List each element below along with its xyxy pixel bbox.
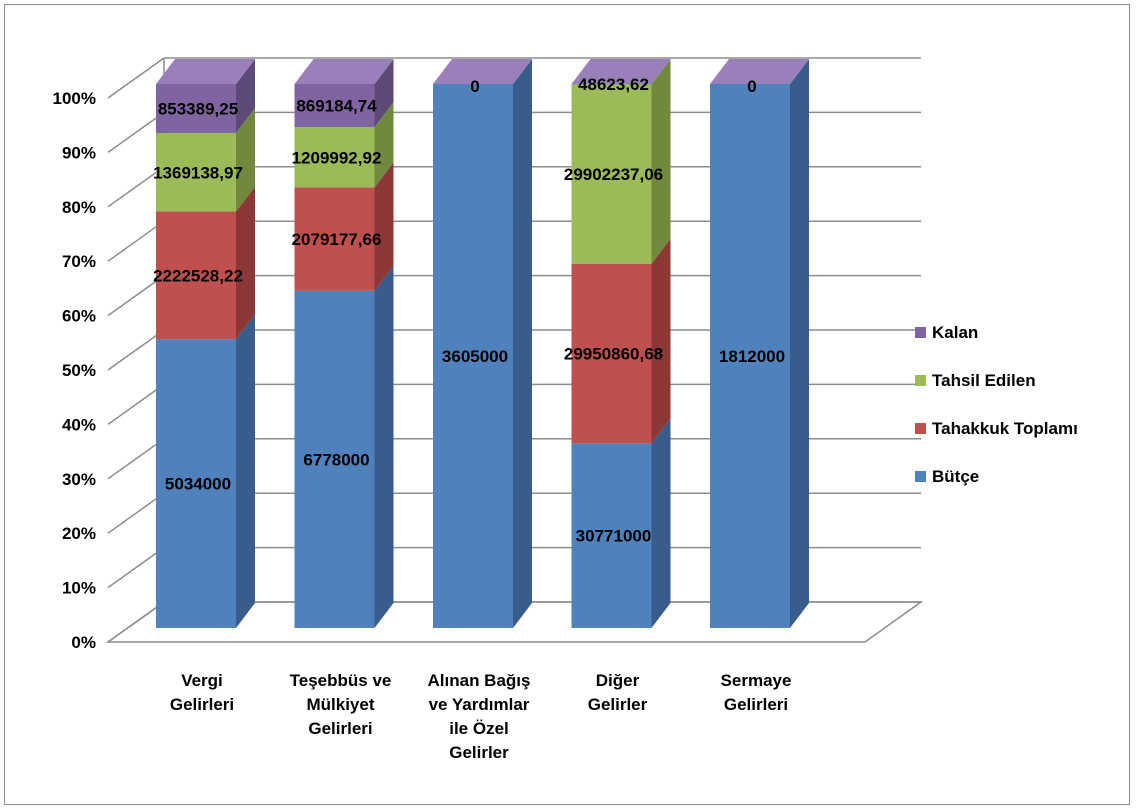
data-label: 1209992,92 — [292, 148, 382, 167]
data-label: 6778000 — [303, 450, 369, 469]
bar-segment-side — [236, 59, 255, 133]
bar-segment-side — [790, 59, 809, 628]
bar-segment-side — [651, 238, 671, 444]
data-label: 1369138,97 — [153, 163, 243, 182]
gridline-diagonal — [107, 492, 165, 534]
bar-segment — [710, 84, 790, 628]
bar-segment-side — [236, 314, 255, 628]
y-tick-label: 0% — [71, 633, 96, 652]
y-tick-label: 80% — [62, 198, 96, 217]
bar-top-cap — [710, 59, 809, 84]
legend-swatch — [915, 423, 926, 434]
bar-segment — [571, 84, 652, 264]
x-category-label: Gelirleri — [308, 719, 372, 738]
bar-segment-side — [374, 102, 394, 188]
y-axis: 0% 10% 20% 30% 40% 50% 60% 70% 80% 90% 100% — [53, 89, 96, 652]
x-category-label: Vergi — [181, 671, 223, 690]
bar-segment — [433, 84, 513, 628]
x-category-label: ile Özel — [449, 719, 509, 738]
bar-segment-side — [651, 59, 671, 85]
bar-segment — [294, 84, 375, 128]
data-label: 0 — [470, 77, 479, 96]
y-tick-label: 70% — [62, 252, 96, 271]
x-category-label: Gelirler — [588, 695, 648, 714]
data-label: 1812000 — [719, 347, 785, 366]
data-label: 2079177,66 — [292, 230, 382, 249]
data-label: 3605000 — [442, 347, 508, 366]
gridline-diagonal — [107, 57, 165, 99]
y-tick-label: 20% — [62, 524, 96, 543]
y-tick-label: 30% — [62, 470, 96, 489]
x-category-label: Alınan Bağış — [428, 671, 531, 690]
bar-top-cap — [294, 59, 394, 84]
x-category-label: Teşebbüs ve — [290, 671, 392, 690]
legend-label: Bütçe — [932, 467, 979, 486]
bar-top-cap — [571, 59, 671, 84]
gridline-diagonal — [107, 438, 165, 480]
bar-segment-side — [374, 59, 394, 128]
gridline-diagonal — [107, 166, 165, 208]
gridline-diagonal — [107, 546, 165, 589]
data-label: 0 — [747, 77, 756, 96]
gridline-diagonal — [107, 601, 165, 643]
data-label: 2222528,22 — [153, 266, 243, 285]
legend-label: Tahsil Edilen — [932, 371, 1036, 390]
x-category-label: ve Yardımlar — [429, 695, 530, 714]
bar-segment-side — [651, 418, 671, 628]
y-tick-label: 90% — [62, 143, 96, 162]
y-tick-label: 60% — [62, 307, 96, 326]
bar-segment-side — [513, 59, 532, 628]
bar-segment — [294, 127, 375, 188]
bars-layer — [156, 59, 809, 628]
x-category-label: Gelirler — [449, 743, 509, 762]
bar-segment-side — [374, 265, 394, 628]
bar-segment — [294, 187, 375, 291]
gridline-diagonal — [107, 383, 165, 426]
x-category-label: Diğer — [596, 671, 640, 690]
x-category-label: Gelirleri — [170, 695, 234, 714]
bar-top-cap — [156, 59, 255, 84]
data-label: 29902237,06 — [564, 165, 663, 184]
x-category-label: Mülkiyet — [306, 695, 374, 714]
y-tick-label: 50% — [62, 361, 96, 380]
gridline-diagonal — [107, 220, 165, 262]
y-tick-label: 10% — [62, 579, 96, 598]
gridline-diagonal — [107, 111, 165, 154]
data-label: 29950860,68 — [564, 345, 663, 364]
bar-top-cap — [433, 59, 532, 84]
data-label: 30771000 — [576, 527, 652, 546]
bar-segment — [156, 84, 236, 133]
bar-segment — [156, 132, 236, 212]
bar-segment — [294, 290, 375, 628]
legend-label: Tahakkuk Toplamı — [932, 419, 1078, 438]
bar-segment-side — [374, 162, 394, 291]
legend-label: Kalan — [932, 323, 978, 342]
bar-segment-side — [236, 107, 255, 212]
bar-segment — [571, 443, 652, 628]
data-label: 48623,62 — [578, 75, 649, 94]
y-tick-label: 100% — [53, 89, 96, 108]
bar-segment-side — [651, 59, 671, 264]
data-labels-layer: 5034000 2222528,22 1369138,97 853389,25 6778… — [153, 75, 785, 546]
y-tick-label: 40% — [62, 415, 96, 434]
bar-segment — [156, 211, 236, 340]
data-label: 5034000 — [165, 475, 231, 494]
bar-segment — [156, 339, 236, 628]
legend-swatch — [915, 375, 926, 386]
gridline-diagonal — [107, 329, 165, 371]
x-axis-categories: Vergi Gelirleri Teşebbüs ve Mülkiyet Gelirle… — [170, 671, 792, 762]
x-category-label: Gelirleri — [724, 695, 788, 714]
x-category-label: Sermaye — [721, 671, 792, 690]
legend-swatch — [915, 327, 926, 338]
bar-segment — [571, 263, 652, 444]
bar-segment-side — [236, 186, 255, 340]
data-label: 869184,74 — [296, 97, 377, 116]
legend-swatch — [915, 471, 926, 482]
data-label: 853389,25 — [158, 99, 238, 118]
gridline-diagonal — [107, 274, 165, 317]
legend: Kalan Tahsil Edilen Tahakkuk Toplamı Bütçe — [915, 323, 1078, 486]
